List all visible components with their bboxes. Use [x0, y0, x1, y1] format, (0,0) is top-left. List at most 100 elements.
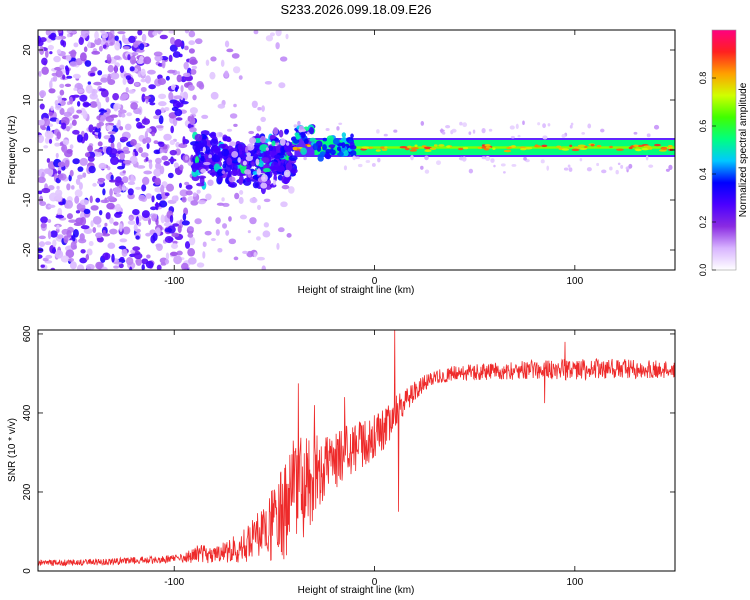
spectrogram-cell [237, 143, 247, 152]
spectrogram-cell [269, 32, 275, 37]
spectrogram-cell [182, 135, 186, 145]
spectrogram-cell [667, 144, 673, 148]
spectrogram-cell [119, 238, 128, 243]
spectrogram-cell [153, 115, 160, 120]
spectrogram-cell [231, 53, 240, 59]
spectrogram-cell [280, 201, 288, 208]
spectrogram-cell [77, 166, 84, 172]
spectrogram-cell [168, 158, 177, 162]
spectrogram-cell [133, 223, 138, 232]
spectrogram-cell [57, 161, 66, 168]
spectrogram-cell [76, 101, 81, 107]
spectrogram-cell [207, 179, 214, 186]
spectrogram-cell [153, 51, 163, 57]
spectrogram-cell [228, 238, 237, 245]
spectrogram-cell [248, 130, 255, 135]
spectrogram-cell [256, 204, 262, 210]
spectrogram-cell [92, 182, 97, 187]
spectrogram-cell [113, 265, 120, 269]
spectrogram-cell [109, 114, 119, 118]
spectrogram-cell [303, 156, 307, 161]
spectrogram-cell [52, 75, 58, 82]
spectrogram-cell [159, 34, 168, 40]
spectrogram-cell [83, 228, 93, 235]
spectrogram-cell [41, 187, 51, 194]
spectrogram-cell [300, 147, 307, 156]
spectrogram-cell [54, 249, 64, 259]
spectrogram-cell [68, 50, 77, 55]
spectrogram-cell [420, 121, 425, 126]
spectrogram-cell [367, 146, 374, 149]
spectrogram-cell [290, 168, 298, 174]
spectrogram-cell [187, 233, 194, 238]
colorbar-tick-label: 0.4 [698, 168, 708, 181]
spectrogram-cell [293, 124, 298, 128]
spectrogram-cell [221, 197, 225, 202]
spectrogram-cell [77, 174, 83, 180]
spectrogram-cell [72, 229, 79, 238]
spectrogram-cell [174, 86, 178, 92]
spectrogram-cell [48, 192, 58, 202]
spectrogram-cell [88, 124, 94, 133]
spectrogram-cell [68, 257, 74, 262]
spectrogram-cell [633, 131, 638, 135]
spectrogram-cell [198, 175, 207, 179]
spectrogram-cell [94, 37, 102, 46]
spectrogram-cell [263, 167, 271, 173]
spectrogram-cell [222, 223, 228, 229]
spectrogram-cell [178, 182, 182, 189]
spectrogram-cell [433, 144, 438, 147]
spectrogram-cell [62, 198, 66, 205]
spectrogram-cell [490, 158, 495, 163]
spectrogram-cell [360, 148, 367, 151]
spectrogram-cell [66, 30, 72, 34]
spectrogram-cell [86, 248, 93, 256]
spectrogram-cell [344, 150, 349, 157]
spectrogram-cell [350, 133, 354, 139]
spectrogram-cell [41, 57, 48, 66]
spectrogram-cell [270, 161, 279, 171]
spectrogram-cell [246, 177, 251, 183]
spectrogram-cell [647, 147, 653, 150]
spectrogram-cell [251, 100, 258, 109]
spectrogram-cell [205, 193, 212, 201]
spectrogram-cell [172, 223, 180, 227]
spectrogram-cell [137, 30, 143, 36]
spectrogram-cell [481, 146, 487, 149]
spectrogram-cell [231, 169, 239, 177]
spectrogram-cell [194, 156, 199, 165]
spectrogram-cell [105, 212, 111, 220]
spectrogram-cell [143, 170, 153, 175]
spectrogram-cell [542, 123, 546, 129]
spectrogram-cell [228, 216, 232, 222]
spectrogram-cell [445, 125, 451, 129]
spectrogram-cell [153, 168, 162, 177]
snr-x-tick-label: 100 [566, 577, 583, 588]
spectrogram-cell [44, 241, 52, 246]
spectrogram-cell [556, 145, 562, 148]
spectrogram-cell [635, 148, 642, 152]
spectrogram-cell [256, 168, 262, 176]
spectrogram-cell [38, 254, 43, 260]
spectrogram-cell [83, 208, 91, 215]
spectrogram-cell [510, 135, 515, 139]
spectrogram-y-tick-label: 0 [22, 147, 33, 153]
spectrogram-cell [148, 126, 157, 135]
spectrogram-cell [410, 155, 414, 161]
spectrogram-cell [217, 103, 226, 109]
spectrogram-cell [258, 160, 264, 168]
spectrogram-cell [493, 164, 496, 168]
spectrogram-cell [107, 242, 116, 249]
spectrogram-cell [42, 118, 51, 127]
spectrogram-cell [187, 84, 195, 91]
spectrogram-cell [300, 129, 307, 132]
spectrogram-cell [281, 175, 291, 184]
spectrogram-cell [485, 155, 491, 161]
spectrogram-cell [238, 196, 244, 205]
spectrogram-cell [218, 143, 226, 149]
spectrogram-cell [249, 197, 258, 204]
spectrogram-cell [62, 139, 70, 146]
spectrogram-cell [46, 158, 51, 163]
snr-series-line [38, 330, 675, 567]
spectrogram-cell [119, 126, 124, 131]
